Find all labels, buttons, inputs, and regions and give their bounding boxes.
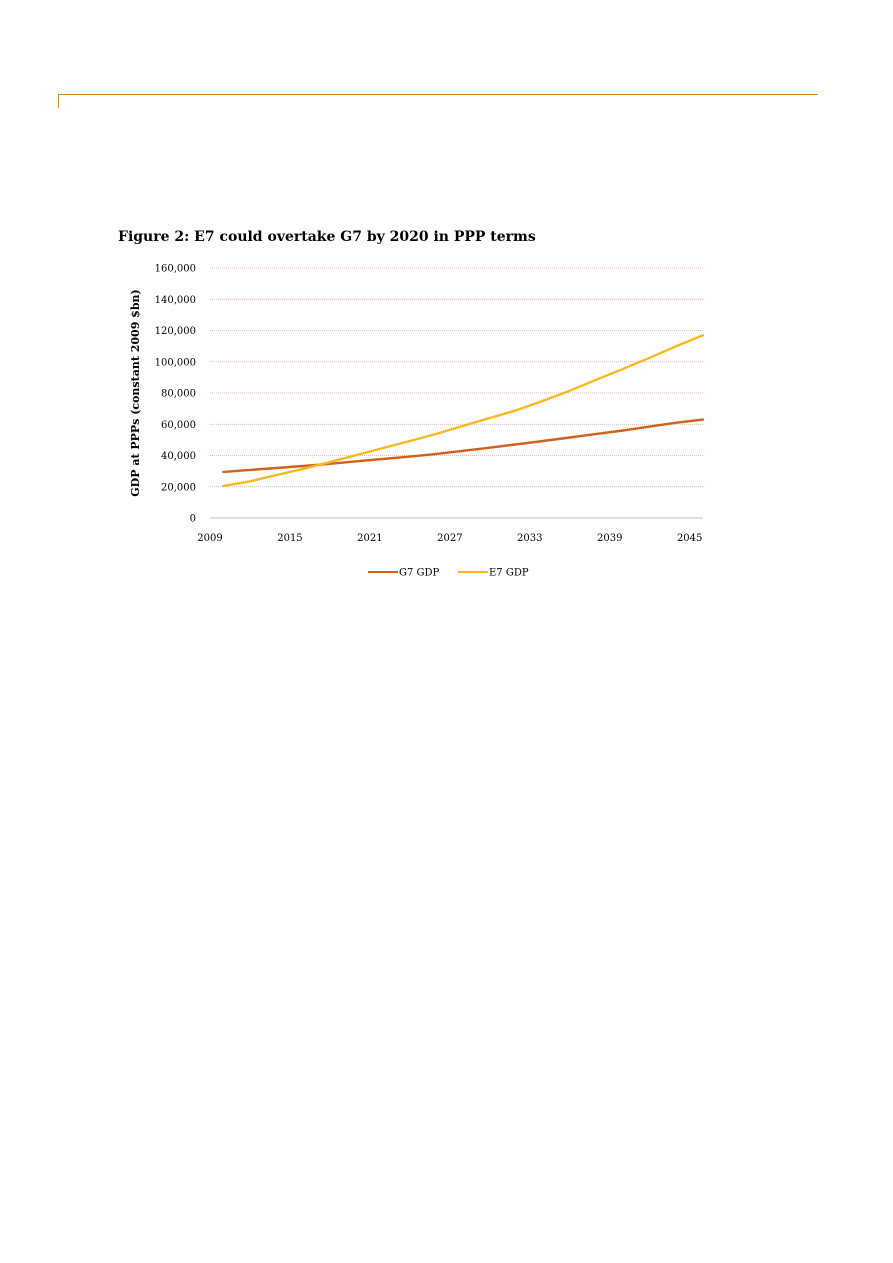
x-tick-label: 2009 <box>197 533 222 544</box>
legend-g7-label: G7 GDP <box>399 568 440 579</box>
grid-layer <box>210 267 703 488</box>
y-axis-title: GDP at PPPs (constant 2009 $bn) <box>129 289 142 496</box>
x-tick-label: 2045 <box>677 533 702 544</box>
y-tick-label: 20,000 <box>161 482 196 493</box>
series-line-e7 <box>222 334 705 488</box>
x-tick-label: 2015 <box>277 533 302 544</box>
y-tick-label: 0 <box>190 514 196 525</box>
header-rule-tick <box>58 94 59 108</box>
y-tick-label: 160,000 <box>155 264 196 275</box>
x-tick-label: 2027 <box>437 533 462 544</box>
series-layer <box>222 334 705 488</box>
x-tick-label: 2033 <box>517 533 542 544</box>
y-tick-label: 60,000 <box>161 420 196 431</box>
x-tick-label: 2039 <box>597 533 622 544</box>
y-tick-label: 100,000 <box>155 357 196 368</box>
y-tick-label: 80,000 <box>161 389 196 400</box>
header-rule <box>58 94 818 95</box>
axis-layer: 0 20,000 40,000 60,000 80,000 100,000 120,000 1… <box>129 264 703 544</box>
legend-e7-label: E7 GDP <box>489 568 529 579</box>
series-line-g7 <box>222 418 705 474</box>
y-tick-label: 140,000 <box>155 295 196 306</box>
x-tick-label: 2021 <box>357 533 382 544</box>
y-tick-label: 120,000 <box>155 326 196 337</box>
legend-layer: G7 GDP E7 GDP <box>368 568 529 579</box>
figure-title: Figure 2: E7 could overtake G7 by 2020 i… <box>118 229 536 245</box>
y-tick-label: 40,000 <box>161 451 196 462</box>
